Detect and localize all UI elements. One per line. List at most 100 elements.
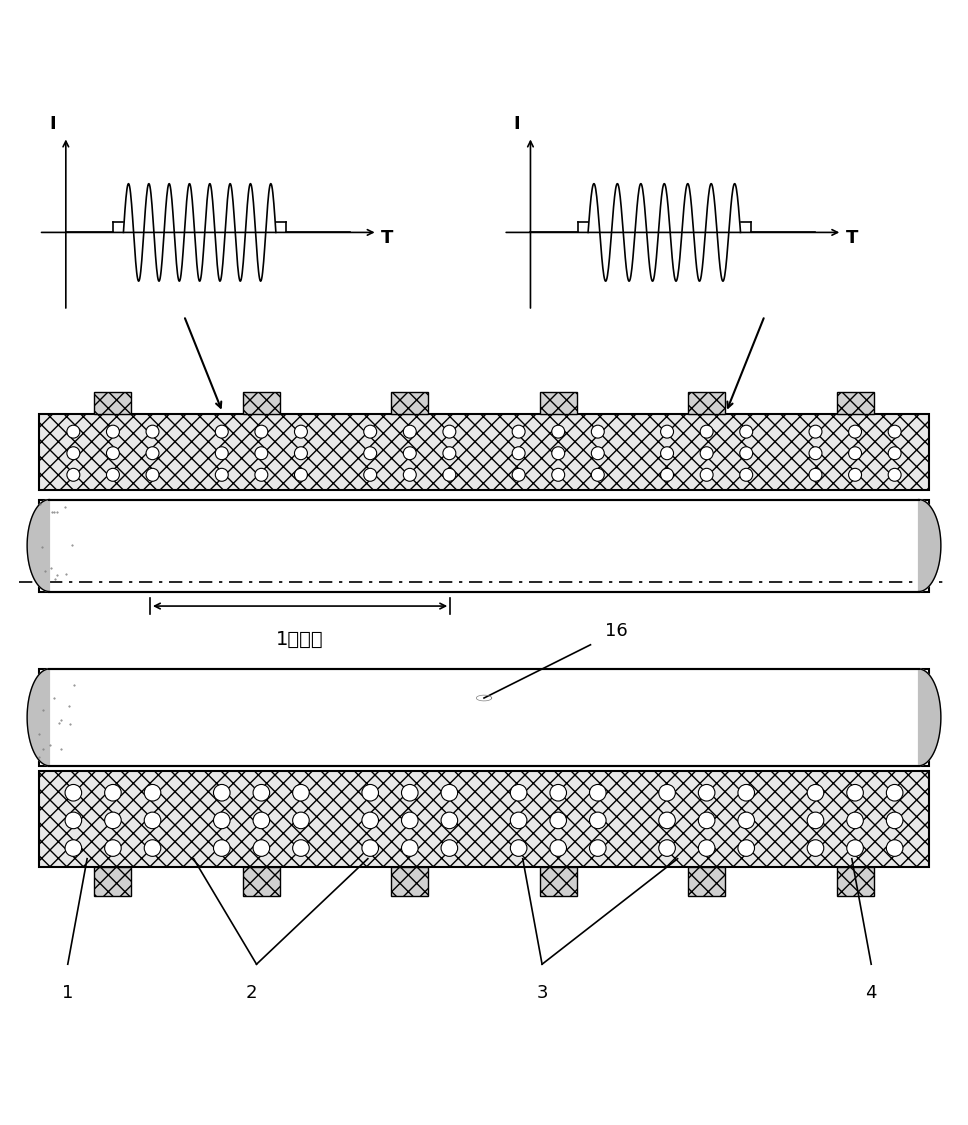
Circle shape xyxy=(144,812,161,829)
Circle shape xyxy=(105,784,121,801)
Circle shape xyxy=(364,425,377,438)
Circle shape xyxy=(700,468,713,482)
Circle shape xyxy=(660,468,674,482)
Text: T: T xyxy=(380,228,393,246)
Circle shape xyxy=(849,447,862,460)
Text: 1个波长: 1个波长 xyxy=(276,630,324,649)
Circle shape xyxy=(443,425,456,438)
Polygon shape xyxy=(27,500,49,592)
Circle shape xyxy=(404,425,416,438)
Bar xyxy=(243,867,280,897)
Circle shape xyxy=(847,839,863,856)
Circle shape xyxy=(660,425,674,438)
Circle shape xyxy=(253,784,270,801)
Circle shape xyxy=(740,468,753,482)
Circle shape xyxy=(255,447,268,460)
Text: 16: 16 xyxy=(605,622,628,640)
Circle shape xyxy=(849,425,862,438)
Circle shape xyxy=(738,812,754,829)
Circle shape xyxy=(510,812,527,829)
Circle shape xyxy=(740,425,753,438)
Polygon shape xyxy=(919,669,941,766)
Circle shape xyxy=(849,468,862,482)
Circle shape xyxy=(740,447,753,460)
Circle shape xyxy=(292,839,309,856)
Circle shape xyxy=(443,468,456,482)
Circle shape xyxy=(512,447,525,460)
Polygon shape xyxy=(919,500,941,592)
Circle shape xyxy=(67,447,79,460)
Bar xyxy=(39,771,929,867)
Circle shape xyxy=(362,839,378,856)
Bar xyxy=(688,867,725,897)
Circle shape xyxy=(889,468,901,482)
Circle shape xyxy=(700,425,713,438)
Circle shape xyxy=(443,447,456,460)
Circle shape xyxy=(404,468,416,482)
Circle shape xyxy=(106,447,119,460)
Circle shape xyxy=(65,812,81,829)
Circle shape xyxy=(292,784,309,801)
Circle shape xyxy=(144,784,161,801)
Circle shape xyxy=(807,812,824,829)
Bar xyxy=(540,392,577,414)
Circle shape xyxy=(402,839,418,856)
Circle shape xyxy=(659,812,676,829)
Circle shape xyxy=(659,784,676,801)
Circle shape xyxy=(809,468,822,482)
Circle shape xyxy=(215,468,228,482)
Circle shape xyxy=(65,839,81,856)
Circle shape xyxy=(591,447,604,460)
Text: I: I xyxy=(49,115,55,133)
Circle shape xyxy=(591,468,604,482)
Circle shape xyxy=(294,468,308,482)
Bar xyxy=(836,867,874,897)
Circle shape xyxy=(106,425,119,438)
Text: 4: 4 xyxy=(865,983,877,1001)
Circle shape xyxy=(441,784,458,801)
Circle shape xyxy=(67,425,79,438)
Text: 1: 1 xyxy=(62,983,74,1001)
Circle shape xyxy=(847,784,863,801)
Bar xyxy=(95,392,132,414)
Circle shape xyxy=(552,447,564,460)
Circle shape xyxy=(441,812,458,829)
Circle shape xyxy=(659,839,676,856)
Circle shape xyxy=(67,468,79,482)
Circle shape xyxy=(847,812,863,829)
Circle shape xyxy=(700,447,713,460)
Text: 2: 2 xyxy=(246,983,257,1001)
Circle shape xyxy=(144,839,161,856)
Bar xyxy=(39,414,929,489)
Circle shape xyxy=(402,812,418,829)
Circle shape xyxy=(255,425,268,438)
Circle shape xyxy=(590,839,606,856)
Circle shape xyxy=(660,447,674,460)
Circle shape xyxy=(362,784,378,801)
Circle shape xyxy=(214,812,230,829)
Circle shape xyxy=(404,447,416,460)
Text: 3: 3 xyxy=(536,983,548,1001)
Circle shape xyxy=(738,839,754,856)
Circle shape xyxy=(552,425,564,438)
Circle shape xyxy=(738,784,754,801)
Circle shape xyxy=(807,839,824,856)
Circle shape xyxy=(294,447,308,460)
Circle shape xyxy=(215,447,228,460)
Circle shape xyxy=(809,425,822,438)
Circle shape xyxy=(105,839,121,856)
Circle shape xyxy=(364,447,377,460)
Bar xyxy=(688,392,725,414)
Circle shape xyxy=(255,468,268,482)
Bar xyxy=(39,669,929,766)
Circle shape xyxy=(510,784,527,801)
Circle shape xyxy=(106,468,119,482)
Circle shape xyxy=(887,839,903,856)
Circle shape xyxy=(214,839,230,856)
Circle shape xyxy=(550,812,566,829)
Circle shape xyxy=(512,425,525,438)
Circle shape xyxy=(146,447,159,460)
Circle shape xyxy=(214,784,230,801)
Circle shape xyxy=(887,784,903,801)
Circle shape xyxy=(590,784,606,801)
